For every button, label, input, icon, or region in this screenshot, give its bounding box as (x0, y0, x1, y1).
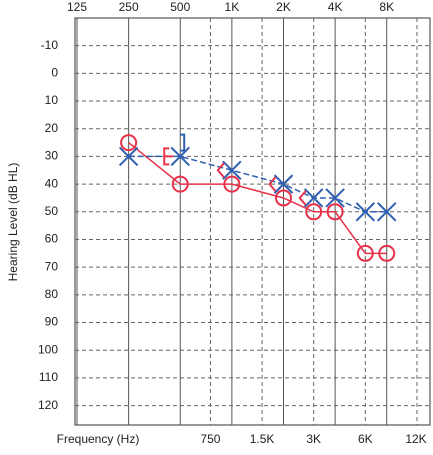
y-tick-label: 50 (45, 204, 59, 218)
y-tick-label: 100 (38, 342, 58, 356)
x-tick-label: 1K (225, 0, 240, 14)
marker (163, 147, 174, 166)
marker (171, 175, 189, 193)
marker (223, 175, 241, 193)
series-line (128, 155, 387, 213)
marker (377, 202, 397, 222)
y-tick-label: 120 (38, 398, 58, 412)
series-line (128, 142, 387, 255)
y-tick-label: 80 (45, 287, 59, 301)
x-tick-label: 125 (67, 0, 87, 14)
x-tick-label: 750 (200, 432, 220, 446)
marker (273, 174, 294, 194)
x-tick-label: 4K (328, 0, 343, 14)
y-tick-label: 0 (51, 66, 58, 80)
y-tick-label: 30 (45, 149, 59, 163)
y-tick-label: 40 (45, 176, 59, 190)
x-tick-label: 12K (405, 432, 426, 446)
marker (216, 162, 225, 178)
x-tick-label: 2K (276, 0, 291, 14)
x-tick-label: 3K (306, 432, 321, 446)
marker (274, 189, 292, 207)
marker (303, 188, 324, 208)
marker (268, 176, 277, 192)
marker (298, 190, 307, 206)
y-tick-label: 110 (39, 370, 58, 384)
marker (180, 133, 186, 152)
x-tick-label: 500 (170, 0, 190, 14)
marker (355, 202, 376, 222)
marker (356, 244, 374, 262)
y-tick-label: -10 (41, 38, 59, 52)
marker (120, 134, 138, 152)
plot-frame (74, 17, 431, 426)
marker (326, 203, 344, 221)
y-axis-label: Hearing Level (dB HL) (6, 163, 20, 282)
y-tick-label: 10 (45, 93, 59, 107)
y-tick-label: 60 (45, 232, 59, 246)
x-tick-label: 6K (358, 432, 373, 446)
marker (305, 203, 323, 221)
marker (222, 160, 242, 180)
y-tick-label: 90 (45, 315, 59, 329)
y-tick-label: 70 (45, 259, 59, 273)
x-axis-label: Frequency (Hz) (57, 432, 140, 446)
marker (378, 244, 396, 262)
marker (170, 146, 190, 167)
x-tick-label: 1.5K (250, 432, 275, 446)
x-tick-label: 8K (379, 0, 394, 14)
marker (325, 188, 345, 208)
x-tick-label: 250 (119, 0, 139, 14)
y-tick-label: 20 (45, 121, 59, 135)
marker (118, 146, 139, 167)
